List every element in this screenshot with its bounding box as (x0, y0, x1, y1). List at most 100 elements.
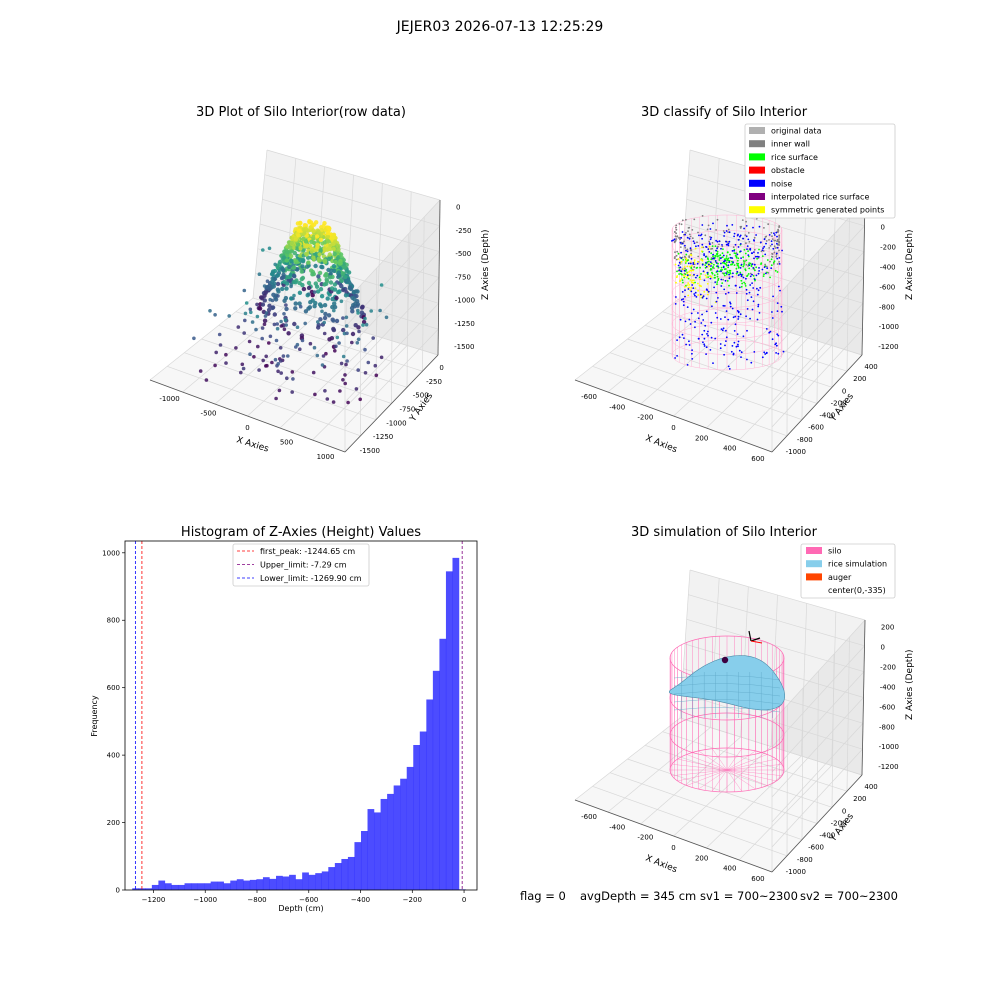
class-point (681, 333, 684, 336)
class-point (757, 305, 760, 308)
class-point (714, 254, 717, 257)
data-point (322, 320, 327, 325)
class-point (723, 268, 726, 271)
class-point (750, 265, 753, 268)
legend-frame (232, 543, 370, 587)
data-point (324, 279, 330, 284)
class-point (705, 265, 708, 268)
class-point (753, 236, 756, 239)
class-point (710, 262, 713, 265)
histogram-bar (360, 830, 368, 890)
data-point (343, 274, 348, 280)
data-point (311, 222, 317, 227)
histogram-bar (321, 871, 329, 890)
class-point (741, 219, 744, 222)
data-point (284, 303, 288, 307)
histogram-bar (249, 879, 257, 890)
class-point (705, 276, 708, 279)
data-point (306, 255, 311, 260)
class-point (728, 284, 730, 287)
data-point (324, 351, 328, 356)
x-tick-label: −1000 (193, 896, 217, 904)
histogram-bar (236, 879, 244, 890)
class-point (751, 252, 754, 255)
data-point (326, 225, 331, 230)
class-point (695, 296, 698, 298)
class-point (675, 228, 678, 231)
class-point (723, 288, 726, 291)
class-point (745, 263, 748, 266)
class-point (704, 324, 707, 327)
class-point (745, 288, 748, 291)
silo-spoke (686, 754, 728, 771)
data-point (331, 400, 336, 404)
class-point (743, 264, 745, 266)
class-point (726, 224, 728, 227)
class-point (734, 284, 737, 287)
class-point (764, 263, 766, 266)
class-point (729, 256, 732, 259)
panel4-title: 3D simulation of Silo Interior (631, 525, 818, 540)
class-point (722, 230, 725, 232)
class-point (731, 263, 733, 266)
panel4-tick-labels: -600 -400 -200 0 200 400 600 400 200 0 -200 -400 -60… (581, 624, 899, 883)
class-point (723, 231, 726, 234)
data-point (363, 347, 367, 352)
class-point (776, 240, 778, 243)
class-point (701, 333, 704, 336)
class-point (737, 239, 740, 241)
data-point (337, 261, 343, 266)
z-tick-label: -1200 (878, 763, 898, 771)
data-point (274, 338, 279, 343)
legend-label: Lower_limit: -1269.90 cm (260, 574, 362, 583)
class-point (753, 248, 756, 251)
data-point (312, 290, 317, 294)
data-point (332, 287, 338, 292)
class-point (740, 279, 743, 282)
class-point (709, 261, 712, 263)
grid-line (344, 225, 440, 328)
data-point (369, 309, 374, 313)
class-point (770, 231, 773, 234)
panel1-points (192, 219, 389, 405)
class-point (744, 268, 747, 271)
class-point (680, 270, 683, 273)
histogram-bar (374, 812, 381, 890)
class-point (773, 251, 776, 254)
class-point (684, 289, 686, 292)
grid-line (688, 594, 865, 647)
data-point (288, 253, 294, 259)
class-point (762, 275, 765, 277)
class-point (723, 235, 725, 237)
class-point (719, 343, 722, 345)
class-point (709, 238, 712, 241)
class-point (710, 276, 713, 278)
histogram-bar (426, 699, 434, 890)
class-point (714, 276, 716, 279)
class-point (705, 297, 708, 300)
data-point (275, 281, 281, 287)
data-point (321, 223, 326, 229)
histogram-bar (217, 881, 224, 890)
class-point (732, 272, 734, 275)
data-point (292, 250, 297, 256)
class-point (680, 298, 683, 301)
legend-label: Upper_limit: -7.29 cm (260, 561, 347, 570)
data-point (322, 258, 328, 263)
silo-spoke (677, 769, 728, 782)
data-point (339, 361, 344, 366)
class-point (693, 218, 696, 221)
class-point (707, 248, 710, 251)
class-point (694, 294, 696, 297)
class-point (739, 227, 742, 229)
data-point (250, 320, 255, 324)
class-point (689, 253, 692, 256)
class-point (700, 250, 703, 253)
class-point (778, 234, 781, 237)
class-point (692, 240, 695, 243)
data-point (303, 309, 309, 314)
data-point (308, 300, 313, 305)
data-point (346, 270, 352, 275)
class-point (760, 241, 762, 244)
class-point (776, 310, 779, 312)
